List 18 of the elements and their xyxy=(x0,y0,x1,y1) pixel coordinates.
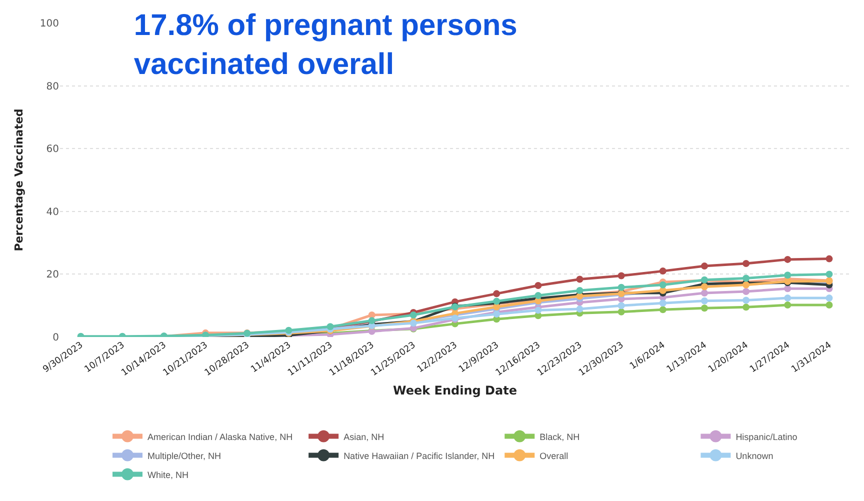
chart-title: 17.8% of pregnant persons vaccinated overall xyxy=(134,9,518,82)
y-tick-label: 40 xyxy=(46,206,59,218)
legend-label: Asian, NH xyxy=(344,432,384,442)
legend-label: Multiple/Other, NH xyxy=(148,450,222,461)
legend-label: Black, NH xyxy=(540,432,580,442)
y-tick-label: 60 xyxy=(46,144,59,156)
y-tick-label: 80 xyxy=(46,81,59,92)
legend-label: Native Hawaiian / Pacific Islander, NH xyxy=(344,450,495,461)
y-tick-label: 0 xyxy=(52,332,59,344)
legend-label: American Indian / Alaska Native, NH xyxy=(148,432,293,442)
y-tick-label: 20 xyxy=(46,270,59,281)
legend-label: Unknown xyxy=(736,450,774,461)
legend-label: Overall xyxy=(540,450,568,461)
x-axis-title: Week Ending Date xyxy=(393,383,517,398)
y-axis-title: Percentage Vaccinated xyxy=(12,108,26,252)
y-tick-label: 100 xyxy=(40,18,59,30)
legend-label: White, NH xyxy=(148,470,189,480)
legend-label: Hispanic/Latino xyxy=(736,432,798,442)
